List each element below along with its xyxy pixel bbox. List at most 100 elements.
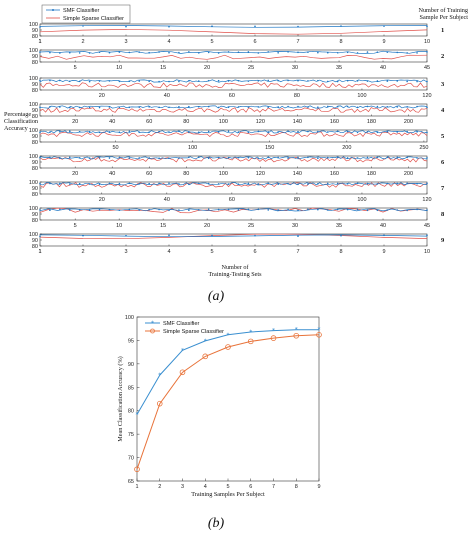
series-marker-smf <box>336 156 339 159</box>
series-marker-smf <box>39 79 41 82</box>
series-marker-smf <box>98 51 101 54</box>
series-marker-smf <box>227 156 230 159</box>
series-marker-smf <box>277 156 279 159</box>
series-marker-smf <box>237 79 240 82</box>
series-marker-smf <box>247 131 250 134</box>
series-marker-smf <box>178 157 180 159</box>
x-tick-label: 5 <box>74 65 77 71</box>
series-marker-smf <box>297 209 299 212</box>
series-marker-smf <box>237 106 240 108</box>
series-marker-smf <box>158 80 160 83</box>
x-tick-label: 4 <box>167 39 170 45</box>
series-marker-smf <box>257 106 260 108</box>
series-marker-smf <box>267 209 270 211</box>
legend-label-smf: SMF Classifier <box>63 8 99 14</box>
series-marker-smf <box>376 51 379 53</box>
series-marker-smf <box>237 209 240 211</box>
series-marker-smf <box>366 182 369 185</box>
x-tick-label: 180 <box>367 171 376 177</box>
series-marker-smf <box>188 131 190 134</box>
series-marker-smf <box>188 156 190 159</box>
y-tick-label: 100 <box>29 102 38 108</box>
y-tick-label: 100 <box>29 128 38 134</box>
series-marker-smf <box>178 80 180 83</box>
series-marker-smf <box>237 156 240 159</box>
series-marker-smf <box>88 130 91 133</box>
x-tick-label: 120 <box>256 119 265 125</box>
series-marker-smf <box>217 106 220 109</box>
series-marker-smf <box>227 183 230 185</box>
series-marker-smf <box>168 182 170 185</box>
legend-marker-sparse <box>150 328 155 334</box>
series-marker-smf <box>217 52 220 54</box>
series-marker-smf <box>396 209 399 211</box>
y-tick-label: 80 <box>32 218 38 224</box>
strip-index-label: 9 <box>441 237 445 244</box>
series-marker-smf <box>39 26 41 28</box>
series-marker-smf <box>128 80 131 83</box>
series-marker-smf <box>406 130 408 133</box>
x-tick-label: 45 <box>424 223 430 229</box>
series-line-smf <box>39 50 427 54</box>
series-marker-smf <box>307 51 309 53</box>
panel-a-caption: (a) <box>208 289 225 304</box>
series-marker-smf <box>178 51 180 54</box>
marker-smf: * <box>272 328 275 335</box>
x-tick-label: 15 <box>160 65 166 71</box>
series-marker-smf <box>88 157 91 159</box>
series-marker-smf <box>396 156 399 159</box>
series-marker-smf <box>217 183 220 185</box>
series-marker-smf <box>138 131 141 134</box>
series-marker-smf <box>287 79 289 82</box>
x-tick-label: 200 <box>404 171 413 177</box>
series-marker-smf <box>59 182 61 185</box>
x-tick-label: 2 <box>81 249 84 255</box>
series-marker-smf <box>326 209 329 211</box>
legend-a: SMF Classifier Simple Sparse Classifier <box>41 4 131 24</box>
series-marker-smf <box>307 106 309 108</box>
series-marker-smf <box>68 80 71 83</box>
x-axis-label: Training Samples Per Subject <box>191 491 265 498</box>
x-tick-label: 7 <box>296 249 299 255</box>
strip-index-label: 2 <box>441 53 444 60</box>
series-marker-smf <box>168 51 170 54</box>
y-tick-label: 90 <box>32 212 38 218</box>
strip-index-label: 8 <box>441 211 445 218</box>
series-marker-smf <box>68 130 71 133</box>
series-marker-smf <box>59 208 61 211</box>
series-marker-smf <box>336 80 339 83</box>
series-marker-smf <box>287 51 289 53</box>
series-marker-smf <box>326 131 329 133</box>
x-tick-label: 200 <box>342 145 351 151</box>
x-tick-label: 1 <box>135 484 138 490</box>
x-tick-label: 120 <box>256 171 265 177</box>
x-tick-label: 1 <box>38 249 41 255</box>
x-tick-label: 60 <box>146 171 152 177</box>
series-marker-smf <box>68 209 71 211</box>
series-marker-smf <box>108 208 111 211</box>
x-tick-label: 120 <box>422 197 431 203</box>
strip-index-label: 6 <box>441 159 445 166</box>
series-marker-smf <box>326 51 329 54</box>
series-marker-smf <box>168 234 170 237</box>
series-marker-smf <box>416 105 418 108</box>
marker-sparse <box>225 344 231 350</box>
strip-frame <box>39 49 428 63</box>
series-marker-smf <box>396 131 399 133</box>
series-marker-smf <box>211 234 213 237</box>
strip-index-label: 1 <box>441 27 444 34</box>
x-tick-label: 20 <box>72 171 78 177</box>
series-marker-smf <box>336 182 339 185</box>
x-tick-label: 1 <box>38 39 41 45</box>
series-marker-smf <box>59 52 61 54</box>
x-tick-label: 4 <box>204 484 207 490</box>
series-marker-smf <box>426 106 428 109</box>
series-marker-smf <box>148 157 150 159</box>
series-marker-smf <box>227 208 230 211</box>
marker-sparse <box>293 332 300 339</box>
series-marker-smf <box>376 156 379 159</box>
strip-frame <box>39 103 428 117</box>
x-tick-label: 5 <box>74 223 77 229</box>
x-tick-label: 50 <box>112 145 118 151</box>
y-tick-label: 75 <box>128 432 134 438</box>
